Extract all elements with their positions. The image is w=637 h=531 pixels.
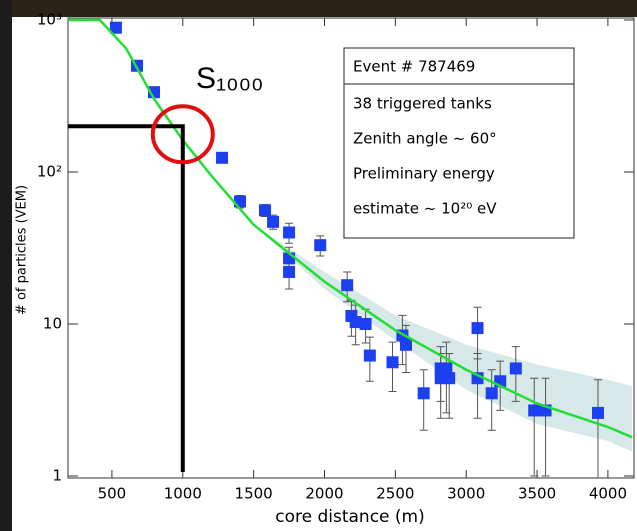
data-point: [399, 338, 412, 351]
x-tick-label: 500: [98, 485, 127, 503]
y-tick-label: 10²: [37, 163, 62, 181]
data-point: [109, 21, 122, 34]
info-line: 38 triggered tanks: [353, 95, 492, 113]
error-bar: [530, 377, 539, 477]
plot: [68, 18, 633, 478]
reference-line: [68, 124, 185, 472]
data-point: [434, 372, 447, 385]
annotation: S₁₀₀₀: [196, 62, 264, 95]
y-tick-label: 10: [43, 315, 62, 333]
data-point: [363, 349, 376, 362]
y-tick-label: 1: [52, 467, 62, 485]
data-point: [386, 356, 399, 369]
data-point: [283, 265, 296, 278]
fit-line: [68, 18, 633, 439]
info-box: [343, 47, 575, 239]
x-tick-label: 3000: [447, 485, 485, 503]
error-bar: [593, 379, 602, 478]
error-bar: [487, 369, 496, 431]
data-point: [258, 204, 271, 217]
data-point: [314, 239, 327, 252]
x-axis-label: core distance (m): [275, 507, 425, 527]
data-point: [591, 406, 604, 419]
error-bar: [419, 369, 428, 431]
info-line: estimate ~ 10²⁰ eV: [353, 200, 497, 218]
data-point: [440, 362, 453, 375]
x-tick-label: 1500: [235, 485, 273, 503]
x-tick-label: 2000: [305, 485, 343, 503]
x-tick-label: 2500: [376, 485, 414, 503]
uncertainty-band: [253, 224, 632, 452]
data-point: [267, 215, 280, 228]
y-tick-label: 10³: [37, 11, 62, 29]
data-point: [528, 404, 541, 417]
info-line: Event # 787469: [353, 58, 475, 76]
info-line: Zenith angle ~ 60°: [353, 130, 497, 148]
background-strip: [0, 0, 637, 17]
error-bar: [473, 352, 482, 419]
data-point: [417, 387, 430, 400]
data-point: [471, 372, 484, 385]
data-point: [349, 316, 362, 329]
y-axis-label: # of particles (VEM): [15, 185, 30, 315]
data-point: [509, 362, 522, 375]
x-tick-label: 1000: [164, 485, 202, 503]
data-point: [471, 322, 484, 335]
info-line: Preliminary energy: [353, 165, 495, 183]
background-strip: [0, 0, 12, 531]
error-bar: [541, 377, 550, 477]
data-point: [341, 279, 354, 292]
data-point: [485, 387, 498, 400]
highlight-circle: [150, 104, 215, 165]
data-point: [359, 318, 372, 330]
x-tick-label: 4000: [589, 485, 627, 503]
data-point: [216, 151, 229, 164]
x-tick-label: 3500: [518, 485, 556, 503]
data-point: [283, 226, 296, 239]
